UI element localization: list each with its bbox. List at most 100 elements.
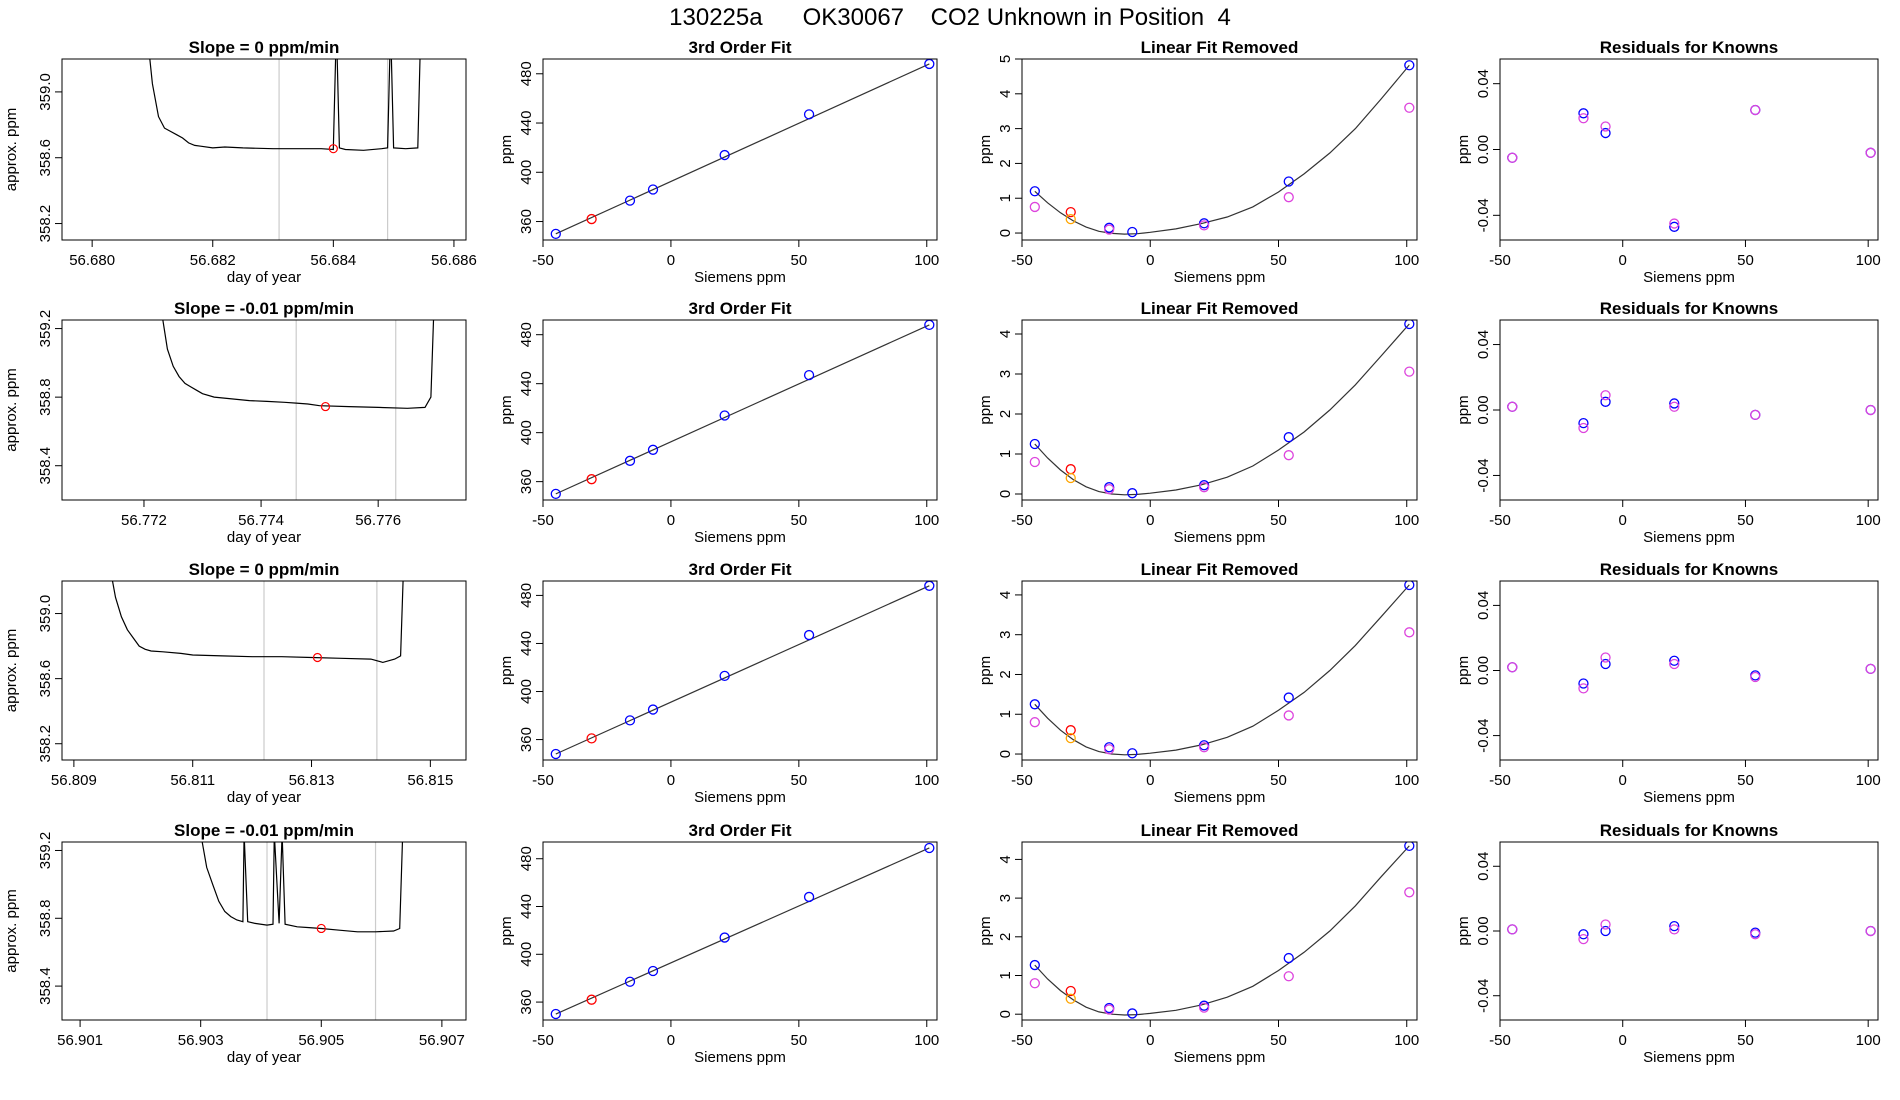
panel-title: Slope = 0 ppm/min (189, 38, 340, 57)
data-point-violet (1669, 218, 1680, 229)
data-point-violet (1600, 390, 1611, 401)
y-tick-label: 400 (518, 942, 535, 967)
x-axis-label: Siemens ppm (1643, 269, 1735, 286)
y-axis-label: ppm (1455, 656, 1472, 685)
data-point-blue (1669, 920, 1680, 932)
panel-title: Slope = 0 ppm/min (189, 560, 340, 579)
data-point-blue (803, 369, 815, 381)
plot-frame (1021, 841, 1418, 1021)
x-tick-label: 100 (1856, 512, 1881, 529)
y-axis-label: ppm (977, 916, 994, 945)
plot-area (550, 581, 935, 760)
data-point-violet (1104, 744, 1115, 755)
panel-title: 3rd Order Fit (689, 821, 792, 840)
x-tick-label: 0 (667, 512, 675, 529)
fit-curve (1034, 845, 1410, 1016)
x-tick-label: 50 (791, 512, 808, 529)
x-tick-label: 0 (667, 252, 675, 269)
panel-fit-row3: 3rd Order Fit -50 0 50 100 Siemens ppm 360 400 4… (498, 560, 939, 806)
y-tick-label: 3 (997, 124, 1014, 132)
x-tick-label: 56.774 (238, 512, 284, 529)
y-tick-label: 5 (997, 55, 1014, 63)
x-tick-label: 56.776 (355, 512, 401, 529)
data-point-blue (647, 965, 659, 977)
x-tick-label: -50 (532, 772, 554, 789)
data-point-blue (550, 748, 561, 760)
y-tick-label: 0 (997, 490, 1014, 498)
panel-lin-row3: Linear Fit Removed -50 0 50 100 Siemens ppm 0 1… (977, 560, 1419, 806)
x-tick-label: 56.815 (407, 772, 453, 789)
panel-resid-row4: Residuals for Knowns -50 0 50 100 Siemens ppm… (1455, 821, 1881, 1066)
plot-frame (1499, 319, 1879, 501)
x-tick-label: 100 (914, 252, 939, 269)
plot-area (1029, 842, 1415, 1019)
data-point-red (1065, 985, 1076, 997)
data-point-violet (1507, 401, 1518, 412)
data-point-blue (550, 228, 561, 239)
panel-resid-row3: Residuals for Knowns -50 0 50 100 Siemens ppm… (1455, 560, 1881, 806)
data-point-violet (1578, 422, 1589, 434)
x-tick-label: 50 (1737, 1032, 1754, 1049)
x-tick-label: 0 (1146, 1032, 1154, 1049)
data-point-violet (1104, 224, 1115, 235)
y-tick-label: 359.0 (37, 595, 54, 633)
fit-curve (1034, 64, 1410, 235)
y-tick-label: 0 (997, 1010, 1014, 1018)
x-tick-label: 50 (1737, 772, 1754, 789)
mean-marker-point (312, 652, 323, 663)
y-axis-label: ppm (498, 916, 515, 945)
panel-fit-row1: 3rd Order Fit -50 0 50 100 Siemens ppm 360 400 4… (498, 38, 939, 286)
x-tick-label: 100 (1856, 252, 1881, 269)
ppm-trace-line (149, 59, 421, 151)
y-tick-label: 2 (997, 410, 1014, 418)
y-tick-label: 2 (997, 159, 1014, 167)
plot-frame (542, 319, 938, 501)
y-tick-label: 358.8 (37, 900, 54, 938)
x-axis-label: Siemens ppm (694, 1049, 786, 1066)
data-point-violet (1750, 671, 1761, 683)
data-point-violet (1865, 404, 1876, 416)
x-tick-label: -50 (1489, 1032, 1511, 1049)
data-point-blue (803, 629, 815, 641)
x-tick-label: 100 (914, 1032, 939, 1049)
plot-frame (1499, 841, 1879, 1021)
y-tick-label: 1 (997, 971, 1014, 979)
page-title: 130225a OK30067 CO2 Unknown in Position … (669, 4, 1231, 31)
y-tick-label: 0.04 (1475, 69, 1492, 98)
x-tick-label: 0 (1146, 252, 1154, 269)
y-tick-label: 358.6 (37, 139, 54, 177)
x-tick-label: -50 (1489, 512, 1511, 529)
y-tick-label: -0.04 (1475, 718, 1492, 752)
plot-area (149, 59, 421, 240)
y-tick-label: 4 (997, 591, 1014, 599)
y-tick-label: 4 (997, 90, 1014, 98)
data-point-orange (1065, 213, 1076, 225)
x-tick-label: 56.903 (178, 1032, 224, 1049)
data-point-violet (1029, 456, 1040, 468)
x-tick-label: 100 (914, 772, 939, 789)
fit-curve (1034, 323, 1410, 496)
y-tick-label: -0.04 (1475, 198, 1492, 232)
y-axis-label: ppm (498, 395, 515, 424)
y-tick-label: 0 (997, 229, 1014, 237)
data-point-blue (1578, 929, 1589, 940)
x-tick-label: -50 (532, 252, 554, 269)
y-tick-label: 360 (518, 727, 535, 752)
fit-line (555, 63, 930, 235)
panel-fit-row2: 3rd Order Fit -50 0 50 100 Siemens ppm 360 400 4… (498, 299, 939, 546)
x-tick-label: 0 (1619, 1032, 1627, 1049)
data-point-blue (924, 842, 935, 854)
panel-title: Residuals for Knowns (1600, 38, 1779, 57)
x-tick-label: 56.905 (298, 1032, 344, 1049)
x-axis-label: Siemens ppm (1643, 529, 1735, 546)
x-tick-label: -50 (1011, 772, 1033, 789)
panel-title: Linear Fit Removed (1141, 38, 1299, 57)
x-tick-label: 0 (1146, 512, 1154, 529)
data-point-violet (1750, 409, 1761, 421)
y-tick-label: 358.6 (37, 660, 54, 698)
panel-raw-row4: Slope = -0.01 ppm/min 56.901 56.903 56.905 5… (3, 821, 467, 1066)
x-tick-label: 56.901 (57, 1032, 103, 1049)
y-tick-label: 2 (997, 933, 1014, 941)
plot-frame (61, 58, 467, 241)
